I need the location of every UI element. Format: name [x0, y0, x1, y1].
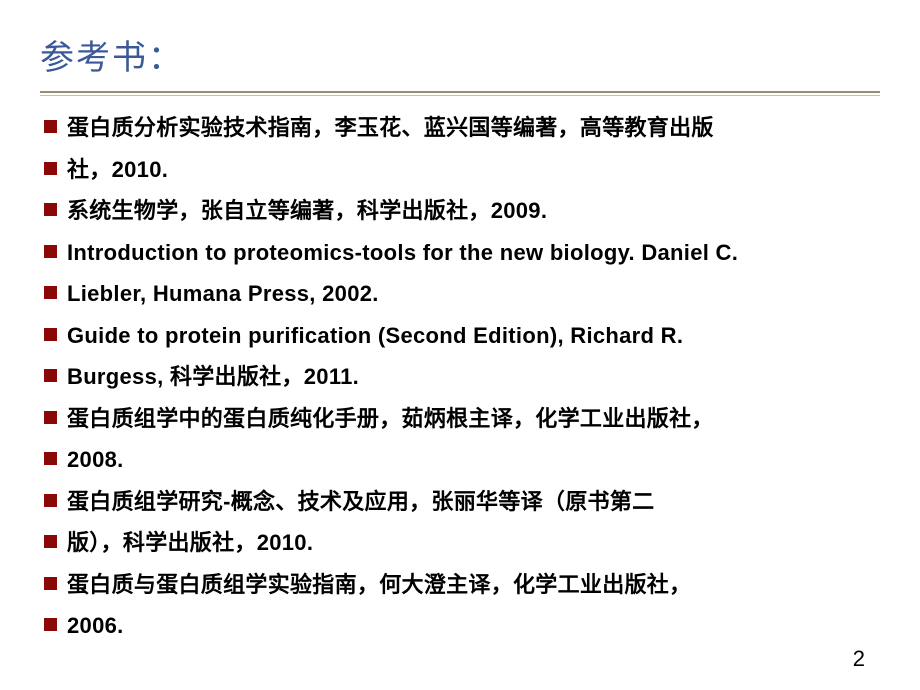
list-item: 蛋白质与蛋白质组学实验指南，何大澄主译，化学工业出版社， — [44, 571, 880, 599]
list-item: 社，2010. — [44, 156, 880, 184]
bullet-icon — [44, 203, 57, 216]
list-text: 蛋白质与蛋白质组学实验指南，何大澄主译，化学工业出版社， — [67, 571, 691, 599]
list-text: 2006. — [67, 612, 124, 640]
list-item: 蛋白质组学研究-概念、技术及应用，张丽华等译（原书第二 — [44, 488, 880, 516]
list-item: 2008. — [44, 446, 880, 474]
list-item: 版），科学出版社，2010. — [44, 529, 880, 557]
bullet-icon — [44, 452, 57, 465]
page-number: 2 — [853, 646, 865, 672]
list-item: Guide to protein purification (Second Ed… — [44, 322, 880, 350]
slide: 参考书： 蛋白质分析实验技术指南，李玉花、蓝兴国等编著，高等教育出版 社，201… — [0, 0, 920, 690]
list-text: 蛋白质组学中的蛋白质纯化手册，茹炳根主译，化学工业出版社， — [67, 405, 714, 433]
list-text: 蛋白质组学研究-概念、技术及应用，张丽华等译（原书第二 — [67, 488, 654, 516]
bullet-icon — [44, 618, 57, 631]
list-text: Burgess, 科学出版社，2011. — [67, 363, 359, 391]
title-divider — [40, 91, 880, 93]
list-text: 社，2010. — [67, 156, 168, 184]
bullet-icon — [44, 328, 57, 341]
bullet-icon — [44, 577, 57, 590]
list-text: Guide to protein purification (Second Ed… — [67, 322, 683, 350]
list-item: 2006. — [44, 612, 880, 640]
title-divider-shadow — [40, 95, 880, 96]
bullet-icon — [44, 411, 57, 424]
list-text: 2008. — [67, 446, 124, 474]
bullet-icon — [44, 245, 57, 258]
list-item: 系统生物学，张自立等编著，科学出版社，2009. — [44, 197, 880, 225]
list-text: 系统生物学，张自立等编著，科学出版社，2009. — [67, 197, 547, 225]
list-item: Burgess, 科学出版社，2011. — [44, 363, 880, 391]
bullet-icon — [44, 535, 57, 548]
content-list: 蛋白质分析实验技术指南，李玉花、蓝兴国等编著，高等教育出版 社，2010. 系统… — [40, 114, 880, 640]
list-item: Introduction to proteomics-tools for the… — [44, 239, 880, 267]
bullet-icon — [44, 120, 57, 133]
bullet-icon — [44, 494, 57, 507]
bullet-icon — [44, 162, 57, 175]
list-item: 蛋白质组学中的蛋白质纯化手册，茹炳根主译，化学工业出版社， — [44, 405, 880, 433]
list-text: Liebler, Humana Press, 2002. — [67, 280, 379, 308]
list-text: 版），科学出版社，2010. — [67, 529, 313, 557]
bullet-icon — [44, 286, 57, 299]
list-text: Introduction to proteomics-tools for the… — [67, 239, 738, 267]
list-item: Liebler, Humana Press, 2002. — [44, 280, 880, 308]
slide-title: 参考书： — [40, 30, 880, 79]
list-text: 蛋白质分析实验技术指南，李玉花、蓝兴国等编著，高等教育出版 — [67, 114, 714, 142]
bullet-icon — [44, 369, 57, 382]
list-item: 蛋白质分析实验技术指南，李玉花、蓝兴国等编著，高等教育出版 — [44, 114, 880, 142]
